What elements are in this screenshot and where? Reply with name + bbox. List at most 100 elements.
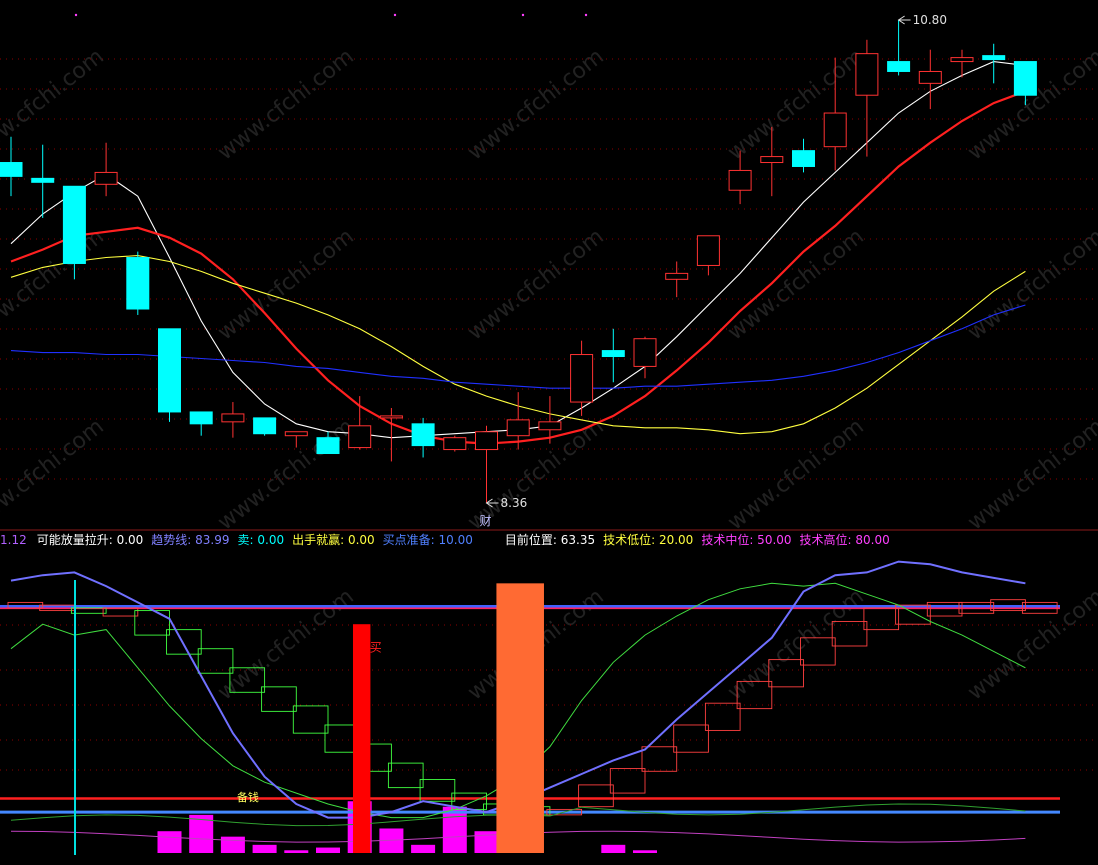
candle <box>31 144 55 218</box>
step-box <box>229 667 266 693</box>
candle-body <box>855 53 879 96</box>
step-box <box>1021 601 1058 614</box>
candle <box>411 417 435 458</box>
candle <box>158 328 181 422</box>
money-label: 备钱 <box>237 790 259 804</box>
candle-body <box>284 431 308 437</box>
watermark-text: www.cfchi.com <box>213 224 358 345</box>
step-box <box>863 607 900 631</box>
watermark-text: www.cfchi.com <box>213 584 358 705</box>
finance-marker: 财 <box>480 514 492 528</box>
high-marker-arrow <box>897 15 911 25</box>
candle <box>633 336 657 379</box>
watermark-text: www.cfchi.com <box>963 414 1098 535</box>
candle <box>126 251 150 315</box>
histogram-bar <box>633 850 657 853</box>
step-box <box>990 599 1026 612</box>
candles <box>0 20 1037 503</box>
candle <box>918 49 942 110</box>
candle <box>982 43 1006 84</box>
candle-body <box>950 57 974 63</box>
candle-body <box>379 415 403 419</box>
watermark-text: www.cfchi.com <box>0 414 109 535</box>
step-box <box>387 762 424 789</box>
candle <box>0 136 23 197</box>
candle-body <box>570 354 594 403</box>
legend-lead-value: 1.12 <box>0 533 27 547</box>
candle-body <box>126 257 150 310</box>
candle <box>62 185 86 280</box>
candle <box>665 261 689 298</box>
candle-body <box>1013 61 1037 96</box>
candle-body <box>31 177 55 183</box>
candle <box>379 407 403 462</box>
step-box <box>704 702 741 731</box>
step-box <box>673 724 709 753</box>
step-box <box>261 686 297 712</box>
high-price-label: 10.80 <box>913 13 947 27</box>
step-box <box>800 637 836 666</box>
legend-item: 技术低位: 20.00 <box>603 533 694 547</box>
candle-body <box>443 437 467 451</box>
candle <box>94 142 118 197</box>
step-box <box>166 629 202 655</box>
legend-item: 趋势线: 83.99 <box>151 533 230 547</box>
candle-body <box>62 185 86 264</box>
candle-body <box>0 162 23 177</box>
step-box <box>609 768 646 794</box>
candle-body <box>982 55 1006 61</box>
watermark-text: www.cfchi.com <box>963 224 1098 345</box>
step-box <box>102 607 139 617</box>
candle-body <box>221 413 245 423</box>
candle-body <box>94 171 118 185</box>
step-box <box>895 604 931 625</box>
indicator-legend: 1.12 可能放量拉升: 0.00 趋势线: 83.99 卖: 0.00 出手就赢: 0… <box>0 531 898 549</box>
candle-body <box>696 235 720 266</box>
indicator-panel: 买备钱 <box>0 560 1098 855</box>
histogram-bar <box>189 814 214 853</box>
candle-body <box>475 431 498 451</box>
candle <box>696 235 720 276</box>
signal-bar <box>352 624 371 853</box>
legend-item: 买点准备: 10.00 <box>382 533 473 547</box>
candle <box>950 49 974 78</box>
watermark-text: www.cfchi.com <box>0 224 109 345</box>
candle-body <box>887 61 911 72</box>
candle <box>570 340 594 416</box>
candle-body <box>189 411 213 425</box>
candle-body <box>823 112 847 148</box>
step-box <box>578 784 614 808</box>
legend-item: 卖: 0.00 <box>237 533 285 547</box>
histogram-bar <box>442 806 467 853</box>
histogram-bar <box>316 847 340 853</box>
watermark-text: www.cfchi.com <box>0 44 109 165</box>
candle-body <box>760 156 784 164</box>
candle-body <box>506 419 530 437</box>
candle <box>506 392 530 450</box>
main-grid <box>0 13 1098 480</box>
candle-body <box>538 421 562 431</box>
step-box <box>926 601 963 617</box>
histogram-bar <box>220 836 245 853</box>
histogram-bar <box>474 831 499 853</box>
watermark-text: www.cfchi.com <box>723 224 868 345</box>
candle <box>538 396 562 444</box>
legend-item: 技术高位: 80.00 <box>799 533 890 547</box>
step-box <box>70 607 107 614</box>
legend-item: 出手就赢: 0.00 <box>292 533 375 547</box>
legend-item: 技术中位: 50.00 <box>701 533 792 547</box>
low-price-label: 8.36 <box>501 496 528 510</box>
candle <box>443 435 467 452</box>
candle <box>823 57 847 171</box>
histogram-bar <box>601 844 626 853</box>
top-dot <box>74 13 78 17</box>
step-box <box>641 746 678 772</box>
legend-item: 目前位置: 63.35 <box>504 533 596 547</box>
candle-body <box>728 169 752 191</box>
watermark-text: www.cfchi.com <box>463 44 608 165</box>
candle <box>253 417 277 436</box>
candle-body <box>665 272 689 280</box>
candle <box>792 138 815 173</box>
candle-body <box>633 338 657 367</box>
